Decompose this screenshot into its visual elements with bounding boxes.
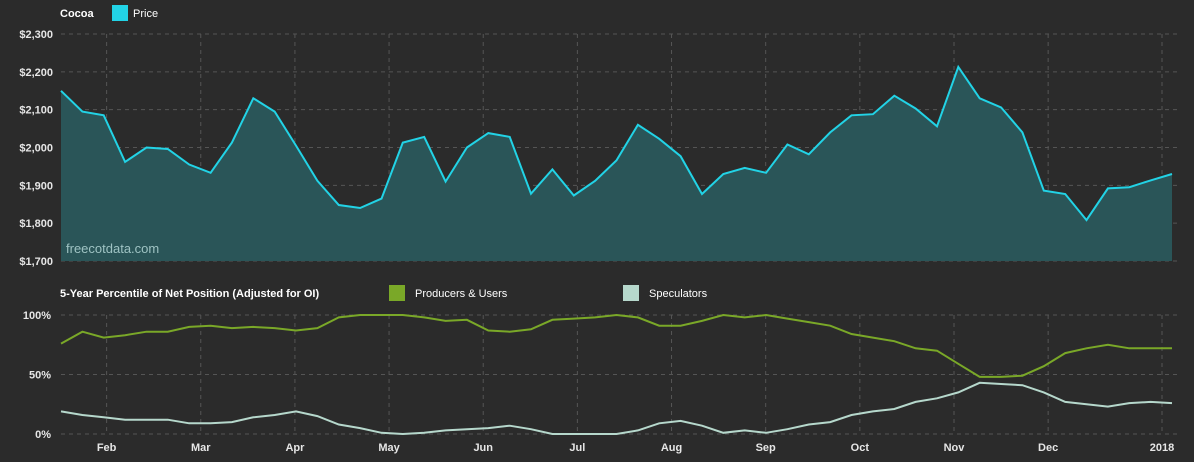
producers-legend-swatch[interactable] xyxy=(389,285,405,301)
percentile-panel: 100% 50% 0% Feb Mar Apr May Jun Jul Aug Sep Oct Nov… xyxy=(23,310,1180,454)
percentile-grid xyxy=(61,314,1180,435)
percentile-legend: 5-Year Percentile of Net Position (Adjus… xyxy=(60,285,708,301)
percentile-y-tick-label: 0% xyxy=(35,429,51,441)
price-y-tick-label: $1,700 xyxy=(19,256,53,268)
x-tick-label: Dec xyxy=(1038,442,1058,454)
x-tick-label: Oct xyxy=(851,442,870,454)
price-area xyxy=(61,66,1172,262)
price-y-tick-label: $2,300 xyxy=(19,29,53,41)
x-tick-label: Jul xyxy=(569,442,585,454)
price-panel: $2,300 $2,200 $2,100 $2,000 $1,900 $1,800 $1,7… xyxy=(19,29,1180,268)
x-axis: Feb Mar Apr May Jun Jul Aug Sep Oct Nov Dec 2018 xyxy=(97,442,1174,454)
x-tick-label: 2018 xyxy=(1150,442,1174,454)
producers-line[interactable] xyxy=(60,313,1172,378)
speculators-legend-swatch[interactable] xyxy=(623,285,639,301)
percentile-y-tick-label: 50% xyxy=(29,370,51,382)
price-legend-label[interactable]: Price xyxy=(133,8,158,20)
price-panel-title: Cocoa xyxy=(60,8,95,20)
speculators-line[interactable] xyxy=(60,381,1173,436)
x-tick-label: Feb xyxy=(97,442,117,454)
producers-legend-label[interactable]: Producers & Users xyxy=(415,288,508,300)
x-tick-label: Aug xyxy=(661,442,682,454)
price-legend-swatch[interactable] xyxy=(112,5,128,21)
price-y-tick-label: $2,200 xyxy=(19,67,53,79)
percentile-y-tick-label: 100% xyxy=(23,310,51,322)
price-y-tick-label: $2,000 xyxy=(19,143,53,155)
price-legend: Cocoa Price xyxy=(60,5,158,21)
percentile-y-axis: 100% 50% 0% xyxy=(23,310,51,441)
x-tick-label: Nov xyxy=(944,442,966,454)
price-y-tick-label: $2,100 xyxy=(19,105,53,117)
x-tick-label: Mar xyxy=(191,442,211,454)
x-tick-label: Jun xyxy=(473,442,493,454)
price-y-axis: $2,300 $2,200 $2,100 $2,000 $1,900 $1,800 $1,7… xyxy=(19,29,53,268)
price-line[interactable] xyxy=(60,64,1173,222)
x-tick-label: Sep xyxy=(756,442,776,454)
percentile-panel-title: 5-Year Percentile of Net Position (Adjus… xyxy=(60,288,319,300)
x-tick-label: Apr xyxy=(285,442,305,454)
price-y-tick-label: $1,900 xyxy=(19,180,53,192)
x-tick-label: May xyxy=(378,442,400,454)
price-y-tick-label: $1,800 xyxy=(19,218,53,230)
watermark: freecotdata.com xyxy=(66,241,159,256)
speculators-legend-label[interactable]: Speculators xyxy=(649,288,708,300)
